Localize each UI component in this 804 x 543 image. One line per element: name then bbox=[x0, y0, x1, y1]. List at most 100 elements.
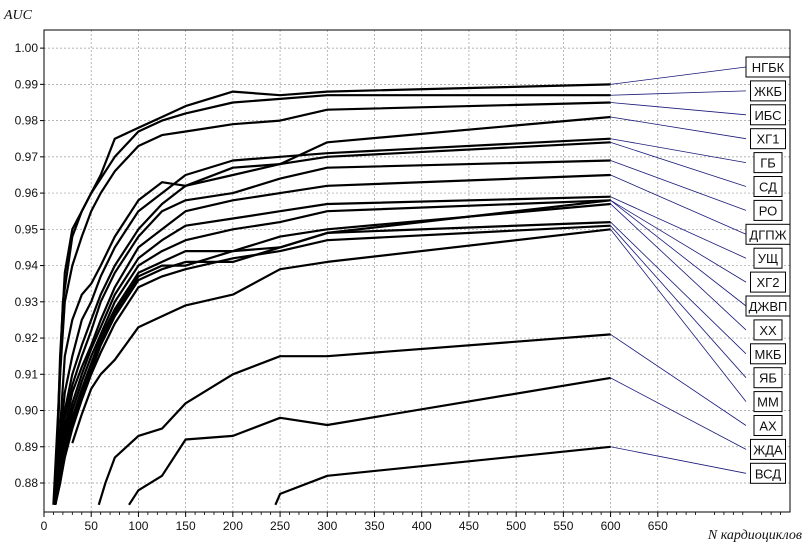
series-line-ХГ2 bbox=[54, 199, 611, 505]
legend-label: ЯБ bbox=[759, 371, 777, 386]
legend-box bbox=[750, 104, 786, 126]
series-line-ВСД bbox=[274, 445, 611, 506]
legend-label: УЩ bbox=[758, 251, 778, 266]
legend-box bbox=[745, 295, 791, 317]
legend-box bbox=[753, 367, 783, 389]
legend-label: ЖКБ bbox=[754, 84, 782, 99]
series-line-СД bbox=[54, 141, 611, 505]
legend-label: ИБС bbox=[754, 108, 781, 123]
y-tick-label: 0.92 bbox=[15, 331, 39, 345]
legend-label: ЖДА bbox=[753, 442, 783, 457]
legend-leader-line bbox=[610, 160, 747, 211]
y-tick-label: 1.00 bbox=[15, 41, 39, 55]
x-tick-label: 650 bbox=[648, 519, 668, 533]
legend-label: ММ bbox=[757, 395, 779, 410]
legend-leader-line bbox=[610, 229, 747, 402]
y-tick-label: 0.93 bbox=[15, 295, 39, 309]
y-tick-label: 0.99 bbox=[15, 77, 39, 91]
series-line-НГБК bbox=[52, 83, 611, 505]
legend-leader-line bbox=[610, 377, 747, 450]
x-axis-label: N кардиоциклов bbox=[707, 528, 802, 543]
y-tick-label: 0.96 bbox=[15, 186, 39, 200]
y-tick-label: 0.95 bbox=[15, 222, 39, 236]
series-line-ИБС bbox=[54, 101, 611, 505]
legend-leader-line bbox=[610, 141, 747, 187]
legend-label: ДЖВП bbox=[749, 299, 788, 314]
x-tick-label: 250 bbox=[270, 519, 290, 533]
legend-box bbox=[750, 271, 786, 293]
series-line-ЖКБ bbox=[54, 94, 611, 505]
plot-frame bbox=[43, 29, 791, 513]
legend-label: НГБК bbox=[752, 60, 785, 75]
x-tick-label: 200 bbox=[223, 519, 243, 533]
x-tick-label: 350 bbox=[364, 519, 384, 533]
legend-box bbox=[753, 152, 783, 174]
x-tick-label: 400 bbox=[412, 519, 432, 533]
y-tick-label: 0.94 bbox=[15, 259, 39, 273]
x-tick-label: 550 bbox=[553, 519, 573, 533]
series-line-ХГ1 bbox=[54, 115, 611, 505]
legend-label: АХ bbox=[759, 419, 777, 434]
legend-label: МКБ bbox=[755, 347, 782, 362]
x-tick-label: 0 bbox=[41, 519, 48, 533]
legend-label: РО bbox=[759, 203, 778, 218]
legend-leader-line bbox=[610, 199, 747, 283]
y-tick-label: 0.88 bbox=[15, 476, 39, 490]
legend-leader-line bbox=[610, 334, 747, 426]
legend-leader-line bbox=[610, 446, 747, 474]
axes: 0.88 0.89 0.90 0.91 0.92 0.93 0.94 0.95 0.96 0.97… bbox=[15, 41, 781, 533]
x-tick-label: 450 bbox=[459, 519, 479, 533]
series-line-ЯБ bbox=[54, 224, 611, 506]
legend-box bbox=[753, 199, 783, 221]
x-tick-label: 300 bbox=[317, 519, 337, 533]
legend-leader-line bbox=[610, 225, 747, 378]
y-axis-label: AUC bbox=[3, 8, 33, 23]
legend-leader-line bbox=[610, 102, 747, 116]
legend-box bbox=[750, 438, 786, 460]
x-tick-label: 600 bbox=[601, 519, 621, 533]
legend-box bbox=[750, 128, 786, 150]
legend-box bbox=[753, 319, 783, 341]
legend-leader-line bbox=[610, 196, 747, 259]
x-tick-label: 50 bbox=[85, 519, 99, 533]
series-line-УЩ bbox=[54, 195, 611, 505]
legend-box bbox=[753, 415, 783, 436]
legend-leader-line bbox=[610, 174, 747, 235]
legend-label: ДГПЖ bbox=[749, 227, 786, 242]
legend-box bbox=[745, 223, 791, 245]
legend-leader-line bbox=[610, 203, 747, 331]
legend-leader-line bbox=[610, 90, 747, 96]
x-tick-label: 150 bbox=[176, 519, 196, 533]
legend-label: ХГ1 bbox=[757, 132, 780, 147]
legend-box bbox=[745, 56, 791, 78]
legend-box bbox=[750, 80, 786, 102]
legend-leader-line bbox=[610, 138, 747, 163]
legend-label: ХГ2 bbox=[757, 275, 780, 290]
legend-leader-line bbox=[610, 66, 747, 85]
legend-leader-line bbox=[610, 221, 747, 355]
legend-leader-line bbox=[610, 200, 747, 307]
y-tick-label: 0.97 bbox=[15, 150, 39, 164]
y-tick-label: 0.98 bbox=[15, 114, 39, 128]
y-tick-label: 0.90 bbox=[15, 404, 39, 418]
series-line-ЖДА bbox=[128, 376, 611, 506]
legend-box bbox=[753, 391, 783, 413]
x-tick-label: 100 bbox=[128, 519, 148, 533]
series-lines bbox=[52, 83, 611, 506]
y-tick-label: 0.89 bbox=[15, 440, 39, 454]
legend-label: СД bbox=[759, 180, 777, 195]
legend-box bbox=[750, 462, 786, 484]
series-line-ГБ bbox=[54, 137, 611, 505]
legend: НГБК ЖКБ ИБС ХГ1 ГБ СД РО ДГПЖ УЩ ХГ2 ДЖВП ХХ МКБ ЯБ М… bbox=[610, 56, 791, 484]
legend-box bbox=[753, 247, 783, 269]
series-line-АХ bbox=[97, 333, 611, 506]
series-line-РО bbox=[54, 159, 611, 505]
legend-leader-line bbox=[610, 116, 747, 140]
x-tick-label: 500 bbox=[506, 519, 526, 533]
series-line-ММ bbox=[71, 228, 611, 444]
legend-label: ВСД bbox=[755, 466, 781, 481]
legend-label: ГБ bbox=[760, 156, 776, 171]
series-line-ДГПЖ bbox=[54, 173, 611, 505]
y-tick-label: 0.91 bbox=[15, 367, 39, 381]
legend-label: ХХ bbox=[759, 323, 777, 338]
